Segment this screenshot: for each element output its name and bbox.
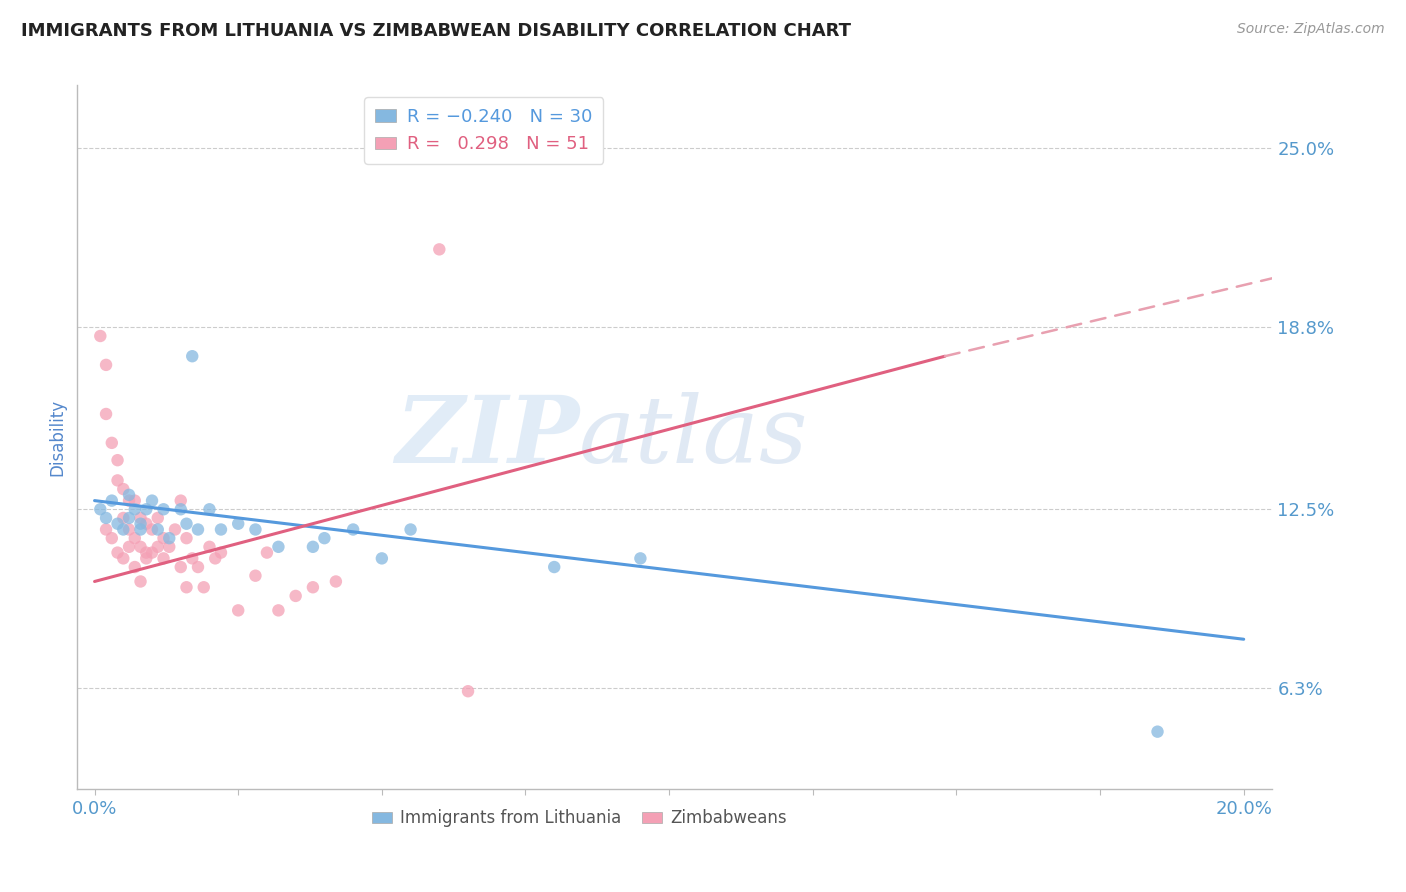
- Point: [628, 551, 651, 566]
- Point: [325, 574, 347, 589]
- Point: [107, 516, 129, 531]
- Y-axis label: Disability: Disability: [48, 399, 66, 475]
- Point: [198, 502, 221, 516]
- Point: [112, 523, 135, 537]
- Point: [124, 531, 146, 545]
- Text: ZIP: ZIP: [395, 392, 579, 482]
- Point: [124, 502, 146, 516]
- Point: [209, 523, 232, 537]
- Point: [371, 551, 394, 566]
- Point: [543, 560, 565, 574]
- Point: [129, 523, 152, 537]
- Point: [94, 358, 117, 372]
- Point: [101, 531, 124, 545]
- Point: [129, 516, 152, 531]
- Point: [141, 493, 163, 508]
- Point: [124, 560, 146, 574]
- Point: [245, 523, 267, 537]
- Point: [176, 580, 198, 594]
- Point: [342, 523, 364, 537]
- Point: [152, 502, 174, 516]
- Point: [314, 531, 336, 545]
- Point: [94, 523, 117, 537]
- Point: [302, 540, 325, 554]
- Text: Source: ZipAtlas.com: Source: ZipAtlas.com: [1237, 22, 1385, 37]
- Point: [198, 540, 221, 554]
- Point: [112, 551, 135, 566]
- Point: [101, 435, 124, 450]
- Point: [204, 551, 226, 566]
- Text: IMMIGRANTS FROM LITHUANIA VS ZIMBABWEAN DISABILITY CORRELATION CHART: IMMIGRANTS FROM LITHUANIA VS ZIMBABWEAN …: [21, 22, 851, 40]
- Point: [157, 540, 180, 554]
- Point: [94, 407, 117, 421]
- Point: [146, 523, 169, 537]
- Point: [118, 523, 141, 537]
- Point: [152, 551, 174, 566]
- Point: [129, 511, 152, 525]
- Point: [176, 516, 198, 531]
- Point: [135, 551, 157, 566]
- Point: [107, 546, 129, 560]
- Point: [170, 560, 193, 574]
- Point: [193, 580, 215, 594]
- Point: [226, 603, 249, 617]
- Point: [135, 502, 157, 516]
- Point: [135, 516, 157, 531]
- Point: [89, 502, 111, 516]
- Point: [112, 482, 135, 496]
- Point: [157, 531, 180, 545]
- Point: [94, 511, 117, 525]
- Point: [124, 493, 146, 508]
- Point: [135, 546, 157, 560]
- Point: [176, 531, 198, 545]
- Point: [89, 329, 111, 343]
- Point: [457, 684, 479, 698]
- Point: [129, 540, 152, 554]
- Point: [245, 568, 267, 582]
- Point: [187, 560, 209, 574]
- Point: [181, 551, 204, 566]
- Point: [226, 516, 249, 531]
- Point: [427, 243, 450, 257]
- Point: [1146, 724, 1168, 739]
- Point: [163, 523, 186, 537]
- Point: [267, 540, 290, 554]
- Point: [112, 511, 135, 525]
- Point: [146, 540, 169, 554]
- Point: [118, 540, 141, 554]
- Text: atlas: atlas: [579, 392, 808, 482]
- Point: [267, 603, 290, 617]
- Point: [399, 523, 422, 537]
- Point: [256, 546, 278, 560]
- Point: [118, 511, 141, 525]
- Point: [284, 589, 307, 603]
- Point: [118, 488, 141, 502]
- Point: [129, 574, 152, 589]
- Point: [152, 531, 174, 545]
- Point: [302, 580, 325, 594]
- Point: [209, 546, 232, 560]
- Point: [181, 349, 204, 363]
- Point: [107, 474, 129, 488]
- Point: [107, 453, 129, 467]
- Point: [187, 523, 209, 537]
- Point: [170, 493, 193, 508]
- Point: [118, 493, 141, 508]
- Point: [146, 511, 169, 525]
- Point: [141, 523, 163, 537]
- Point: [101, 493, 124, 508]
- Legend: Immigrants from Lithuania, Zimbabweans: Immigrants from Lithuania, Zimbabweans: [366, 803, 793, 834]
- Point: [170, 502, 193, 516]
- Point: [141, 546, 163, 560]
